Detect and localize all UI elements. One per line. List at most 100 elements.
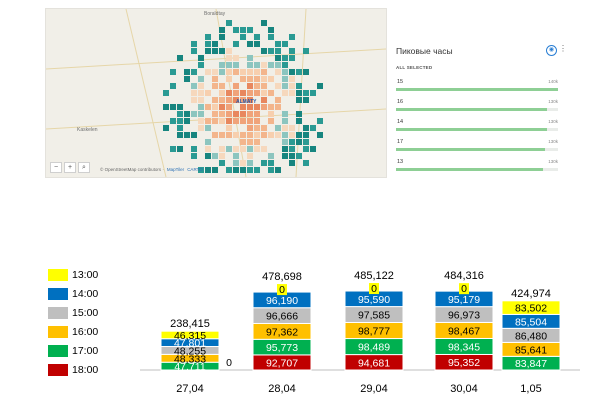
hour-row[interactable]: 14 130k <box>396 117 560 133</box>
heatmap-cell <box>226 111 232 117</box>
data-label: 98,345 <box>448 341 480 353</box>
data-label: 98,489 <box>358 342 390 354</box>
heatmap-cell <box>212 104 218 110</box>
heatmap-cell <box>247 69 253 75</box>
heatmap-cell <box>247 90 253 96</box>
heatmap-cell <box>282 83 288 89</box>
heatmap-cell <box>205 146 211 152</box>
heatmap-cell <box>275 104 281 110</box>
more-menu-icon[interactable]: ⋮ <box>559 44 567 53</box>
heatmap-cell <box>261 20 267 26</box>
heatmap-cell <box>261 83 267 89</box>
heatmap-cell <box>219 111 225 117</box>
zoom-out-button[interactable]: − <box>50 162 62 173</box>
heatmap-cell <box>317 132 323 138</box>
heatmap-cell <box>219 118 225 124</box>
heatmap-cell <box>317 83 323 89</box>
heatmap-cell <box>247 167 253 173</box>
heatmap-cell <box>198 97 204 103</box>
heatmap-cell <box>247 160 253 166</box>
bar-segment <box>501 300 561 315</box>
search-icon[interactable]: ⌕ <box>78 162 90 173</box>
map-canvas[interactable] <box>46 9 386 177</box>
hour-row[interactable]: 15 140k <box>396 77 560 93</box>
heatmap-cell <box>303 146 309 152</box>
data-label: 95,179 <box>448 294 480 306</box>
hour-row-label: 15 <box>397 79 404 85</box>
heatmap-cell <box>240 132 246 138</box>
heatmap-cell <box>296 139 302 145</box>
heatmap-cell <box>261 62 267 68</box>
heatmap-cell <box>254 139 260 145</box>
heatmap-cell <box>247 83 253 89</box>
heatmap-cell <box>240 104 246 110</box>
heatmap-cell <box>177 111 183 117</box>
heatmap-cell <box>205 90 211 96</box>
bar-total-label: 485,122 <box>354 270 394 282</box>
heatmap-cell <box>247 118 253 124</box>
zero-label-box <box>277 284 287 296</box>
attribution-link-maptiler[interactable]: MapTiler <box>166 167 185 172</box>
heatmap-cell <box>296 97 302 103</box>
heatmap-cell <box>233 111 239 117</box>
heatmap-cell <box>268 90 274 96</box>
heatmap-cell <box>282 132 288 138</box>
heatmap-cell <box>275 41 281 47</box>
heatmap-cell <box>254 167 260 173</box>
heatmap-cell <box>191 41 197 47</box>
eye-icon[interactable]: ◉ <box>546 45 557 56</box>
heatmap-cell <box>233 153 239 159</box>
heatmap-cell <box>303 90 309 96</box>
heatmap-map[interactable]: Boraldtay ALMATY Kaskelen − + ⌕ © OpenSt… <box>45 8 387 178</box>
heatmap-cell <box>303 132 309 138</box>
heatmap-cell <box>226 104 232 110</box>
heatmap-cell <box>219 153 225 159</box>
heatmap-cell <box>261 48 267 54</box>
heatmap-cell <box>212 118 218 124</box>
panel-subtitle[interactable]: ALL SELECTED <box>396 65 433 70</box>
heatmap-cell <box>268 160 274 166</box>
zoom-in-button[interactable]: + <box>64 162 76 173</box>
legend-label: 15:00 <box>72 307 99 319</box>
heatmap-cell <box>219 90 225 96</box>
data-label: 96,666 <box>266 311 298 323</box>
hour-row-label: 14 <box>397 119 404 125</box>
attribution-link-carto[interactable]: CARTO <box>187 167 203 172</box>
heatmap-cell <box>254 146 260 152</box>
heatmap-cell <box>282 90 288 96</box>
heatmap-cell <box>191 97 197 103</box>
hour-row-bar <box>396 108 547 111</box>
heatmap-cell <box>184 111 190 117</box>
heatmap-cell <box>289 34 295 40</box>
heatmap-cell <box>226 97 232 103</box>
data-label: 47,801 <box>174 338 206 350</box>
heatmap-cell <box>254 118 260 124</box>
x-tick-label: 28,04 <box>268 383 296 395</box>
heatmap-cell <box>198 104 204 110</box>
heatmap-cell <box>317 118 323 124</box>
heatmap-cell <box>212 48 218 54</box>
heatmap-cell <box>303 69 309 75</box>
heatmap-cell <box>268 104 274 110</box>
heatmap-cell <box>261 90 267 96</box>
heatmap-cell <box>205 118 211 124</box>
heatmap-cell <box>254 132 260 138</box>
hour-row-bar <box>396 168 544 171</box>
data-label: 95,352 <box>448 357 480 369</box>
hour-row[interactable]: 17 130k <box>396 137 560 153</box>
heatmap-cell <box>212 76 218 82</box>
hour-row[interactable]: 13 130k <box>396 157 560 173</box>
heatmap-cell <box>261 76 267 82</box>
heatmap-cell <box>289 125 295 131</box>
heatmap-cell <box>275 97 281 103</box>
hour-row[interactable]: 16 130k <box>396 97 560 113</box>
heatmap-cell <box>226 146 232 152</box>
data-label: 96,973 <box>448 310 480 322</box>
legend-item: 16:00 <box>48 325 118 341</box>
legend-swatch <box>48 307 68 319</box>
heatmap-cell <box>247 55 253 61</box>
x-tick-label: 29,04 <box>360 383 388 395</box>
heatmap-cell <box>170 83 176 89</box>
heatmap-cell <box>310 125 316 131</box>
map-label-city: ALMATY <box>236 99 257 105</box>
